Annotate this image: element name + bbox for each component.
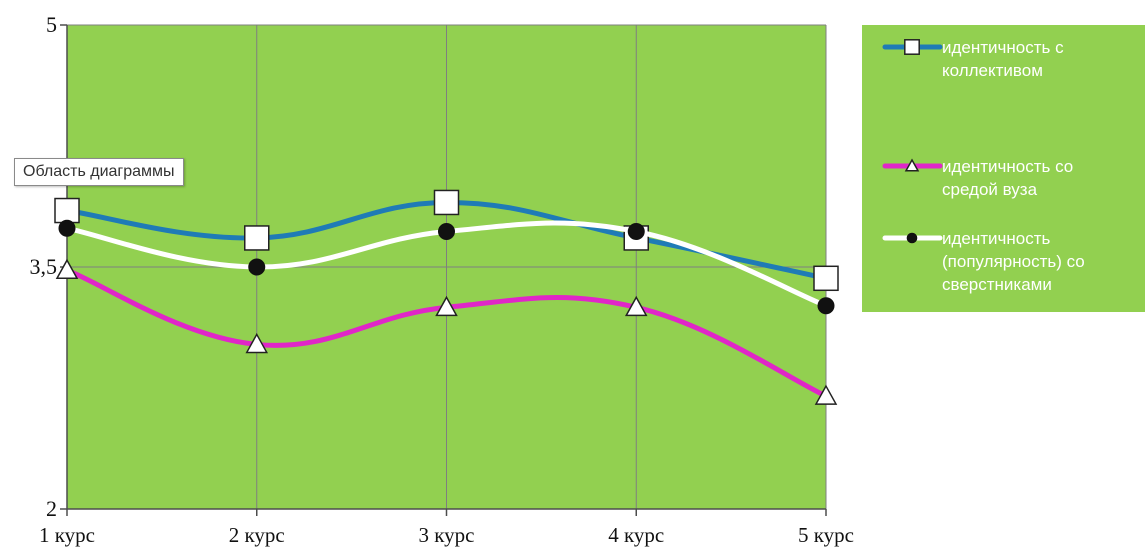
series-lines xyxy=(54,189,839,405)
series-3-point-4[interactable] xyxy=(627,223,645,241)
legend-entry-3[interactable]: идентичность (популярность) со сверстникам… xyxy=(882,229,1085,294)
legend-label-2: идентичность со xyxy=(942,157,1073,176)
legend-entry-2[interactable]: идентичность со средой вуза xyxy=(882,157,1073,199)
series-2-point-1[interactable] xyxy=(55,258,79,279)
x-tick-label-4: 4 курс xyxy=(608,523,664,547)
legend-label-3: (популярность) со xyxy=(942,252,1085,271)
x-tick-label-1: 1 курс xyxy=(39,523,95,547)
legend-marker-3[interactable] xyxy=(906,232,918,244)
series-2-point-5[interactable] xyxy=(814,384,838,405)
legend-label-1: коллективом xyxy=(942,61,1043,80)
y-tick-label-1: 3,5 xyxy=(30,254,58,279)
x-tick-label-3: 3 курс xyxy=(419,523,475,547)
legend-entry-1[interactable]: идентичность с коллективом xyxy=(882,38,1064,80)
legend-label-2: средой вуза xyxy=(942,180,1038,199)
legend[interactable]: идентичность с коллективом идентичность со… xyxy=(862,25,1145,312)
legend-label-1: идентичность с xyxy=(942,38,1064,57)
series-2-point-4[interactable] xyxy=(624,295,648,317)
x-tick-label-5: 5 курс xyxy=(798,523,854,547)
x-tick-label-2: 2 курс xyxy=(229,523,285,547)
series-3-point-1[interactable] xyxy=(58,219,76,237)
series-3-point-3[interactable] xyxy=(438,223,455,241)
series-1-point-5[interactable] xyxy=(813,265,839,292)
y-tick-label-2: 2 xyxy=(46,496,57,521)
series-2-point-2[interactable] xyxy=(245,332,269,354)
series-1-point-2[interactable] xyxy=(244,225,270,251)
series-2-point-3[interactable] xyxy=(435,295,458,317)
series-3-point-2[interactable] xyxy=(248,258,266,276)
legend-label-3: сверстниками xyxy=(942,275,1052,294)
series-1-point-3[interactable] xyxy=(433,189,460,216)
series-1-point-1[interactable] xyxy=(54,197,80,224)
chart-area-tooltip: Область диаграммы xyxy=(14,158,184,186)
legend-marker-1[interactable] xyxy=(904,39,920,55)
axes: 5 3,5 21 курс 2 курс 3 курс 4 курс 5 курс xyxy=(30,12,854,547)
legend-label-3: идентичность xyxy=(942,229,1051,248)
legend-marker-2[interactable] xyxy=(904,158,920,172)
y-tick-label-0: 5 xyxy=(46,12,57,37)
series-3 xyxy=(58,219,835,315)
series-3-point-5[interactable] xyxy=(817,297,835,315)
series-2 xyxy=(55,258,838,405)
